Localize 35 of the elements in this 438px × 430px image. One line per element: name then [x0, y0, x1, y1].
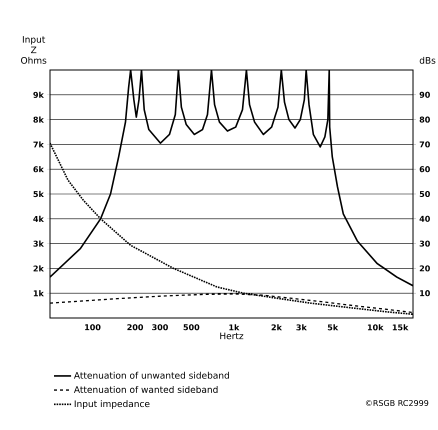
x-tick-label: 5k: [328, 324, 338, 330]
y2-tick-label: 70: [420, 141, 430, 148]
y-tick-label: 2k: [34, 265, 44, 272]
y2-tick-label: 80: [420, 116, 430, 123]
legend-label: Attenuation of wanted sideband: [74, 386, 218, 393]
y2-tick-label: 10: [420, 290, 430, 296]
x-tick-label: 200: [127, 324, 144, 330]
x-tick-label: 2k: [272, 324, 282, 330]
y2-tick-label: 60: [420, 166, 430, 172]
y2-tick-label: 30: [420, 240, 430, 247]
y-tick-label: 8k: [33, 116, 44, 123]
y2-tick-label: 90: [420, 92, 430, 98]
x-tick-label: 1k: [229, 324, 240, 330]
y-tick-label: 5k: [34, 190, 44, 198]
x-tick-label: 10k: [368, 324, 384, 330]
y-tick-label: 9k: [33, 92, 44, 98]
x-tick-label: 15k: [392, 324, 409, 330]
legend-label: Attenuation of unwanted sideband: [74, 372, 229, 379]
x-tick-label: 300: [152, 324, 168, 330]
x-tick-label: 500: [184, 324, 200, 330]
text: ©RSGB RC2999: [366, 400, 428, 406]
y2-tick-label: 20: [420, 265, 430, 272]
y-axis-title: Input Z Ohms: [21, 36, 46, 64]
y-tick-label: 7k: [33, 141, 44, 148]
x-tick-label: 3k: [296, 324, 307, 330]
y-tick-label: 3k: [33, 240, 44, 247]
y2-axis-title: dBs: [420, 56, 436, 64]
y-tick-label: 1k: [34, 290, 44, 296]
y-tick-label: 6k: [33, 166, 44, 172]
y2-tick-label: 40: [420, 216, 430, 222]
x-axis-title: Hertz: [220, 332, 244, 340]
y2-tick-label: 50: [420, 190, 430, 198]
legend-label: Input impedance: [74, 400, 150, 409]
y-tick-label: 4k: [33, 216, 44, 222]
x-tick-label: 100: [85, 324, 101, 330]
